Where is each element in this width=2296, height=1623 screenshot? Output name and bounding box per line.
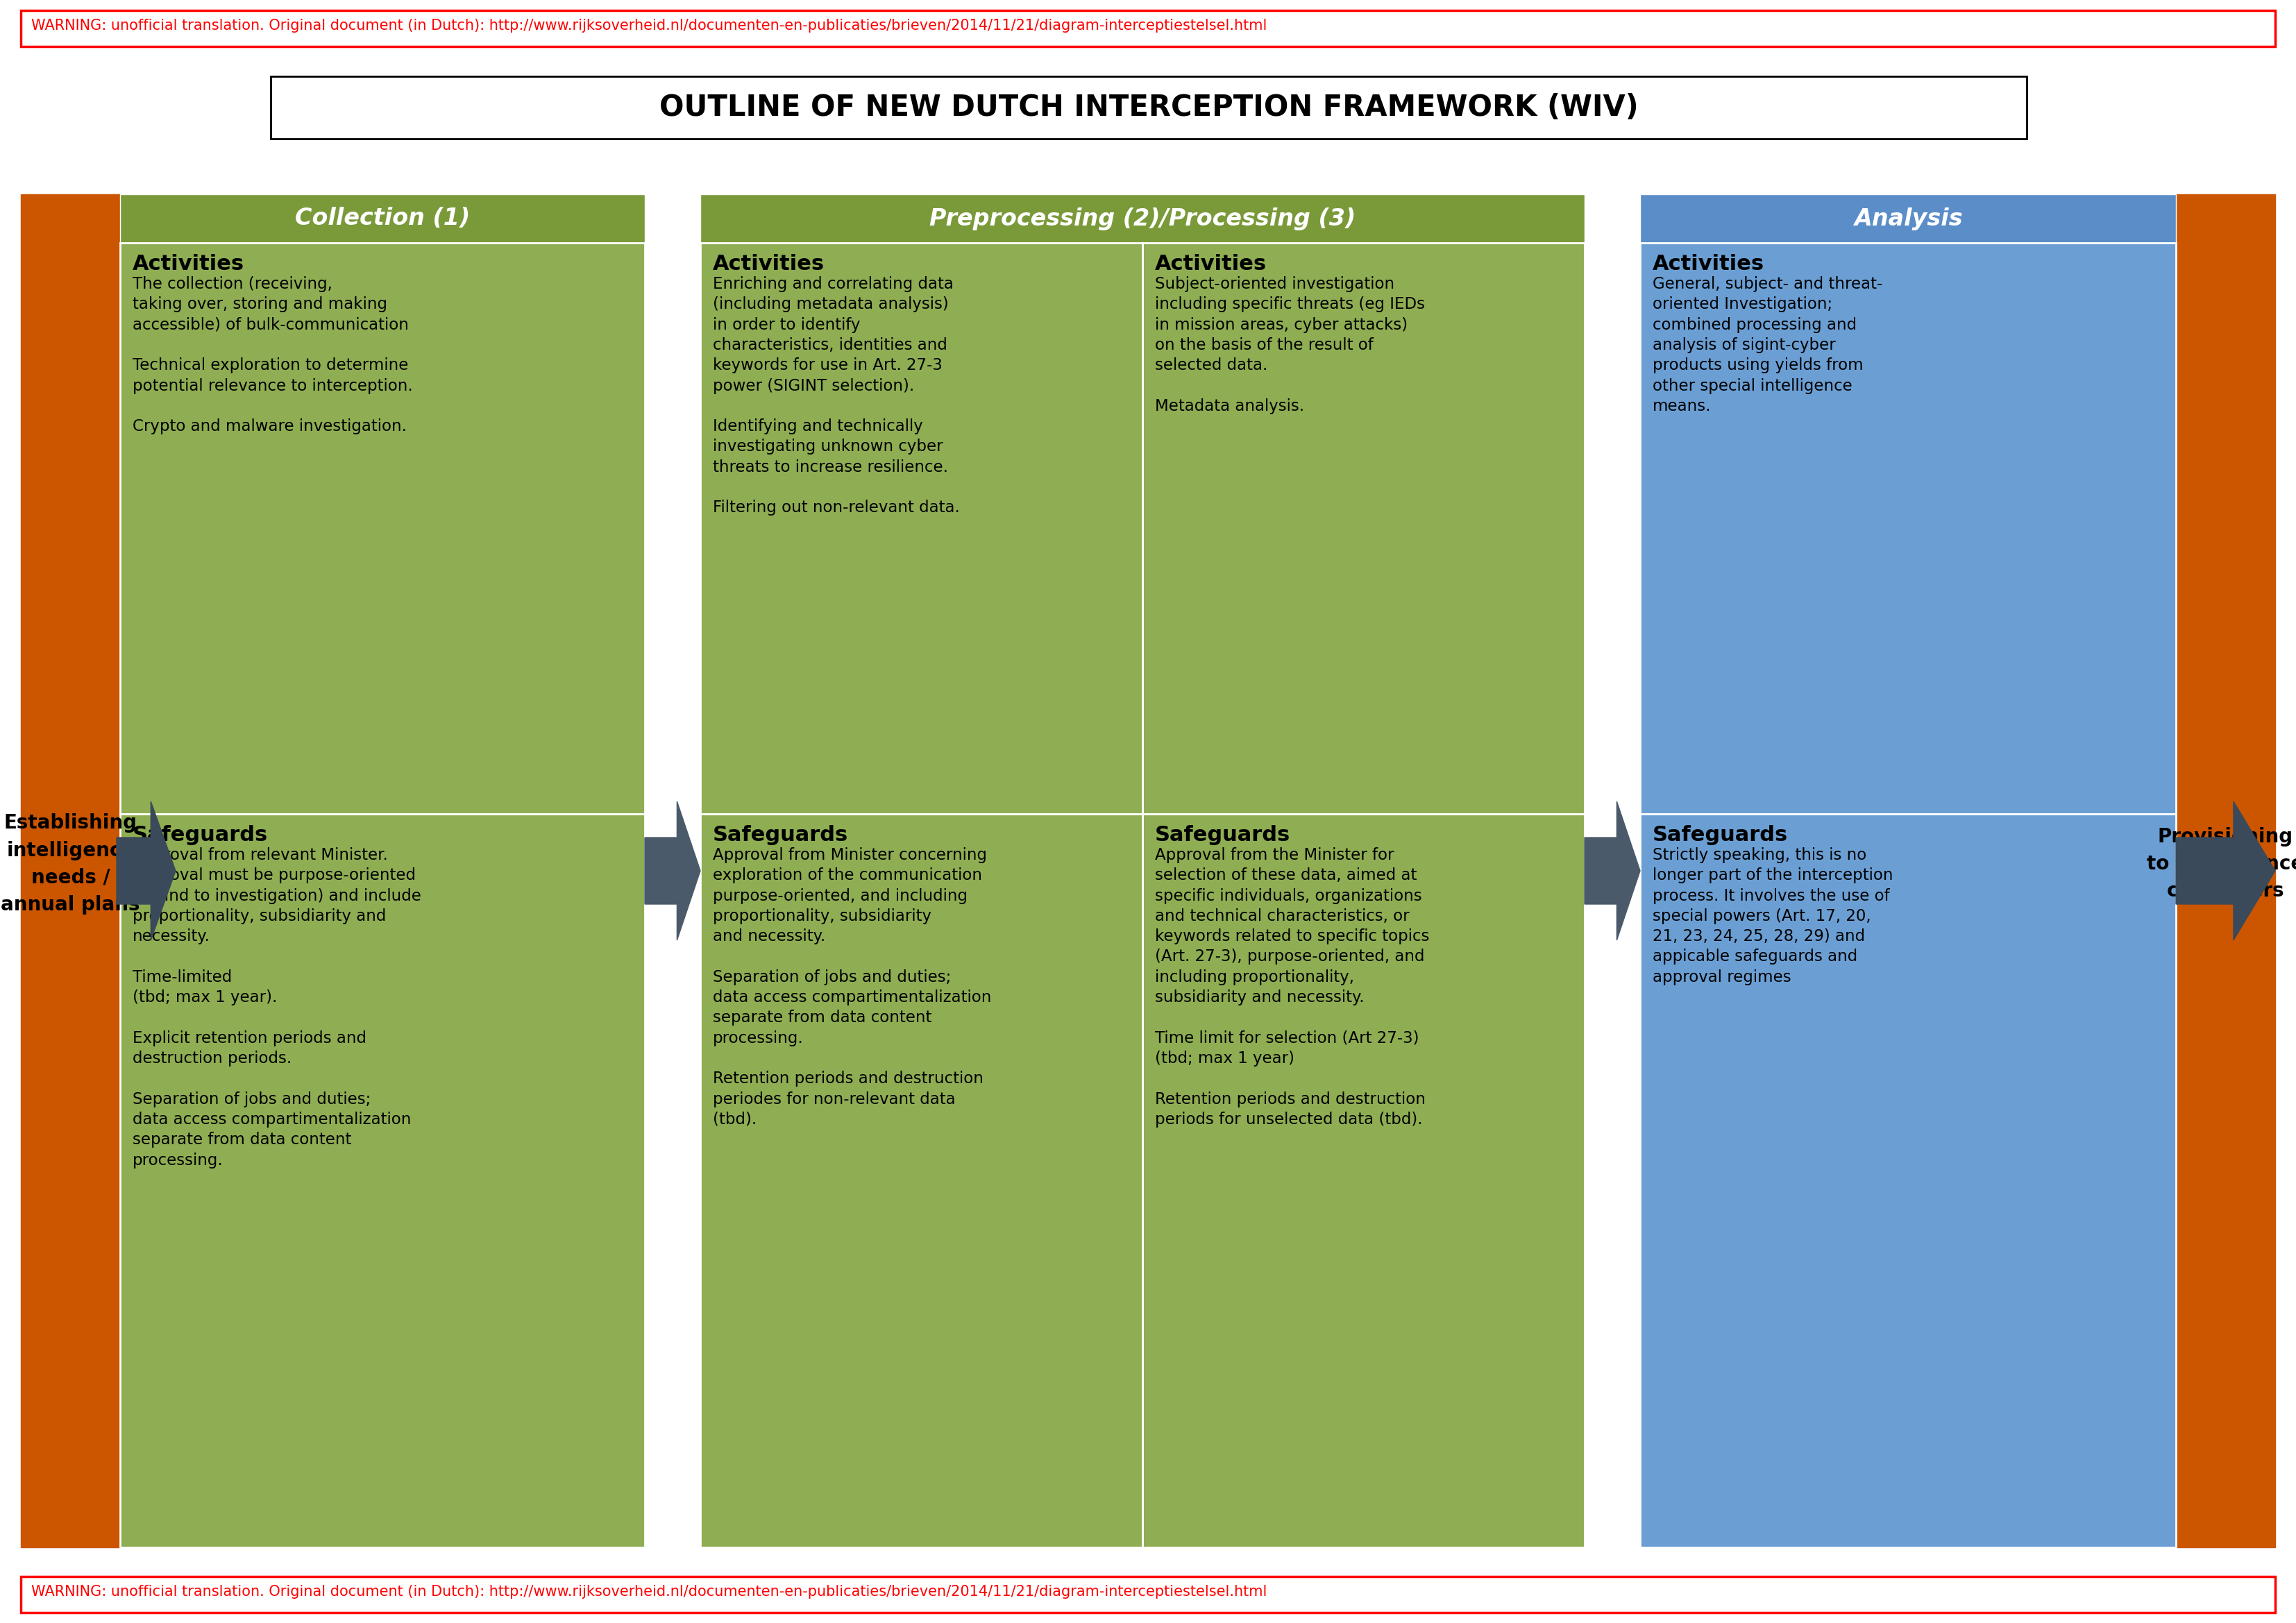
Polygon shape <box>117 802 174 940</box>
Text: Approval from Minister concerning
exploration of the communication
purpose-orien: Approval from Minister concerning explor… <box>712 847 992 1128</box>
Text: WARNING: unofficial translation. Original document (in Dutch): http://www.rijkso: WARNING: unofficial translation. Origina… <box>32 1584 1267 1599</box>
Polygon shape <box>645 802 700 940</box>
Bar <box>119 195 645 243</box>
Text: Safeguards: Safeguards <box>1155 824 1290 846</box>
Text: Safeguards: Safeguards <box>1653 824 1789 846</box>
Polygon shape <box>1584 802 1639 940</box>
Text: OUTLINE OF NEW DUTCH INTERCEPTION FRAMEWORK (WIV): OUTLINE OF NEW DUTCH INTERCEPTION FRAMEW… <box>659 93 1639 122</box>
Bar <box>700 243 1143 813</box>
Bar <box>271 76 2027 140</box>
Text: General, subject- and threat-
oriented Investigation;
combined processing and
an: General, subject- and threat- oriented I… <box>1653 276 1883 414</box>
Bar <box>2177 195 2275 1547</box>
Text: Activities: Activities <box>1653 253 1763 274</box>
Bar <box>119 813 645 1547</box>
Text: Activities: Activities <box>1155 253 1267 274</box>
Text: Establishing
intelligence
needs /
annual plans: Establishing intelligence needs / annual… <box>0 813 140 914</box>
Bar <box>21 10 2275 47</box>
Text: Safeguards: Safeguards <box>133 824 269 846</box>
Bar <box>1143 243 1584 813</box>
Text: Activities: Activities <box>712 253 824 274</box>
Bar <box>1639 195 2177 243</box>
Bar <box>700 195 1584 243</box>
Text: Approval from relevant Minister.
Approval must be purpose-oriented
(bound to inv: Approval from relevant Minister. Approva… <box>133 847 420 1169</box>
Bar <box>700 813 1143 1547</box>
Text: Enriching and correlating data
(including metadata analysis)
in order to identif: Enriching and correlating data (includin… <box>712 276 960 516</box>
Bar <box>21 1576 2275 1613</box>
Text: Preprocessing (2)/Processing (3): Preprocessing (2)/Processing (3) <box>930 208 1355 230</box>
Bar <box>21 195 119 1547</box>
Bar <box>1639 813 2177 1547</box>
Text: Provisioning
to intelligence
consumers: Provisioning to intelligence consumers <box>2147 828 2296 901</box>
Bar <box>1639 243 2177 813</box>
Bar <box>119 243 645 813</box>
Text: WARNING: unofficial translation. Original document (in Dutch): http://www.rijkso: WARNING: unofficial translation. Origina… <box>32 19 1267 32</box>
Text: The collection (receiving,
taking over, storing and making
accessible) of bulk-c: The collection (receiving, taking over, … <box>133 276 413 435</box>
Text: Safeguards: Safeguards <box>712 824 847 846</box>
Text: Approval from the Minister for
selection of these data, aimed at
specific indivi: Approval from the Minister for selection… <box>1155 847 1430 1128</box>
Text: Activities: Activities <box>133 253 243 274</box>
Text: Collection (1): Collection (1) <box>294 208 471 230</box>
Text: Analysis: Analysis <box>1853 208 1963 230</box>
Text: Subject-oriented investigation
including specific threats (eg IEDs
in mission ar: Subject-oriented investigation including… <box>1155 276 1426 414</box>
Polygon shape <box>2177 802 2275 940</box>
Bar <box>1143 813 1584 1547</box>
Text: Strictly speaking, this is no
longer part of the interception
process. It involv: Strictly speaking, this is no longer par… <box>1653 847 1894 985</box>
